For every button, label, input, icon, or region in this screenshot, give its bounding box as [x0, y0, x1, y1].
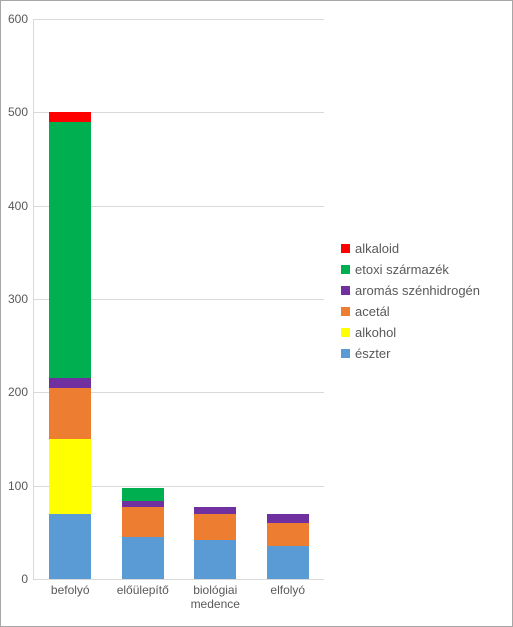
x-tick-label: előülepítő [107, 579, 179, 598]
bar-segment-etoxi [122, 488, 164, 501]
legend-item-alkaloid: alkaloid [341, 241, 480, 256]
plot-area: 0100200300400500600 befolyóelőülepítőbio… [33, 19, 324, 580]
legend-item-eszter: észter [341, 346, 480, 361]
bar-segment-acetal [267, 523, 309, 546]
legend-item-acetal: acetál [341, 304, 480, 319]
legend-swatch-icon [341, 286, 350, 295]
legend-item-alkohol: alkohol [341, 325, 480, 340]
bar-segment-eszter [49, 514, 91, 579]
y-tick-label: 300 [8, 292, 34, 306]
legend-label: etoxi származék [355, 262, 449, 277]
bar-segment-acetal [49, 388, 91, 439]
y-tick-label: 500 [8, 105, 34, 119]
bar-segment-aromas [49, 378, 91, 387]
legend-item-etoxi: etoxi származék [341, 262, 480, 277]
legend-swatch-icon [341, 328, 350, 337]
legend-label: acetál [355, 304, 390, 319]
legend-item-aromas: aromás szénhidrogén [341, 283, 480, 298]
bar-segment-alkohol [49, 439, 91, 514]
legend-label: aromás szénhidrogén [355, 283, 480, 298]
bar-segment-eszter [267, 546, 309, 579]
x-tick-label: biológiaimedence [179, 579, 251, 612]
bar [194, 507, 236, 579]
bar-segment-etoxi [49, 122, 91, 379]
legend-swatch-icon [341, 349, 350, 358]
bar-segment-eszter [122, 537, 164, 579]
legend-swatch-icon [341, 244, 350, 253]
y-tick-label: 400 [8, 199, 34, 213]
y-tick-label: 200 [8, 385, 34, 399]
bars-group [34, 19, 324, 579]
legend-swatch-icon [341, 265, 350, 274]
bar [122, 488, 164, 579]
bar [49, 112, 91, 579]
chart-container: 0 100 200 300 400 500 600 befolyóelőülepítőbio… [0, 0, 513, 627]
bar-segment-acetal [122, 507, 164, 537]
bar-segment-aromas [267, 514, 309, 523]
x-tick-label: elfolyó [252, 579, 324, 598]
legend-label: alkaloid [355, 241, 399, 256]
y-tick-label: 100 [8, 479, 34, 493]
bar [267, 514, 309, 579]
bar-segment-acetal [194, 514, 236, 540]
legend-swatch-icon [341, 307, 350, 316]
legend: alkaloid etoxi származék aromás szénhidrog… [341, 241, 480, 367]
y-tick-label: 600 [8, 12, 34, 26]
bar-segment-alkaloid [49, 112, 91, 121]
y-tick-label: 0 [21, 572, 34, 586]
bar-segment-eszter [194, 540, 236, 579]
x-tick-label: befolyó [34, 579, 106, 598]
legend-label: alkohol [355, 325, 396, 340]
legend-label: észter [355, 346, 390, 361]
